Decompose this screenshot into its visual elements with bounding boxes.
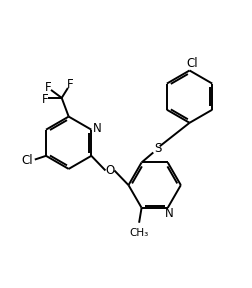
- Text: S: S: [154, 142, 162, 155]
- Text: Cl: Cl: [186, 56, 198, 69]
- Text: O: O: [105, 164, 115, 177]
- Text: Cl: Cl: [21, 154, 33, 167]
- Text: N: N: [165, 207, 173, 220]
- Text: F: F: [67, 78, 74, 91]
- Text: F: F: [45, 81, 51, 94]
- Text: N: N: [92, 122, 101, 135]
- Text: F: F: [41, 93, 48, 106]
- Text: CH₃: CH₃: [130, 228, 149, 238]
